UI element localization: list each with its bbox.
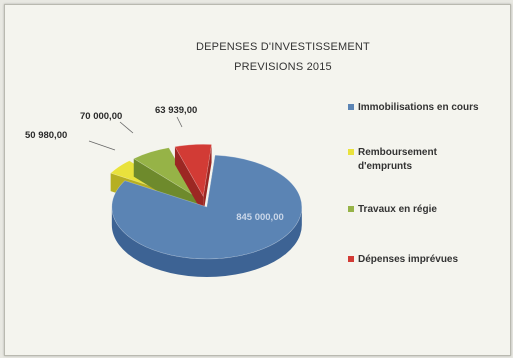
legend: Immobilisations en cours Remboursement d'e… (348, 102, 479, 265)
legend-swatch (348, 149, 354, 155)
legend-entry: Immobilisations en cours (358, 102, 479, 113)
legend-entry: Travaux en régie (358, 204, 437, 215)
pie-slice-top (133, 147, 198, 198)
pie-slice-top (111, 154, 303, 260)
pie-slice (111, 154, 303, 277)
data-label-leader (119, 121, 134, 134)
legend-swatch (348, 206, 354, 212)
chart-title-line-1: DEPENSES D'INVESTISSEMENT (196, 41, 370, 53)
legend-entry: Dépenses imprévues (358, 254, 458, 265)
chart-title-line-2: PREVISIONS 2015 (234, 61, 332, 73)
legend-entry: d'emprunts (358, 161, 412, 172)
chart-area: DEPENSES D'INVESTISSEMENT PREVISIONS 201… (4, 4, 511, 356)
pie-chart: DEPENSES D'INVESTISSEMENT PREVISIONS 201… (25, 41, 479, 277)
data-labels: 845 000,00 50 980,00 70 000,00 63 939,00 (25, 105, 284, 223)
pie-slices (110, 143, 303, 277)
data-label: 63 939,00 (155, 105, 197, 116)
pie-slice-wall (203, 144, 212, 215)
pie-slice-top (174, 143, 212, 198)
data-label: 50 980,00 (25, 130, 67, 141)
data-label-leader (176, 116, 183, 128)
pie-slice (174, 143, 212, 215)
data-label: 70 000,00 (80, 111, 122, 122)
legend-swatch (348, 256, 354, 262)
data-label: 845 000,00 (236, 212, 284, 223)
data-label-leader (88, 140, 116, 151)
legend-entry: Remboursement (358, 147, 438, 158)
pie-slice-wall (174, 146, 204, 215)
legend-swatch (348, 104, 354, 110)
pie-slice-side (111, 206, 302, 277)
